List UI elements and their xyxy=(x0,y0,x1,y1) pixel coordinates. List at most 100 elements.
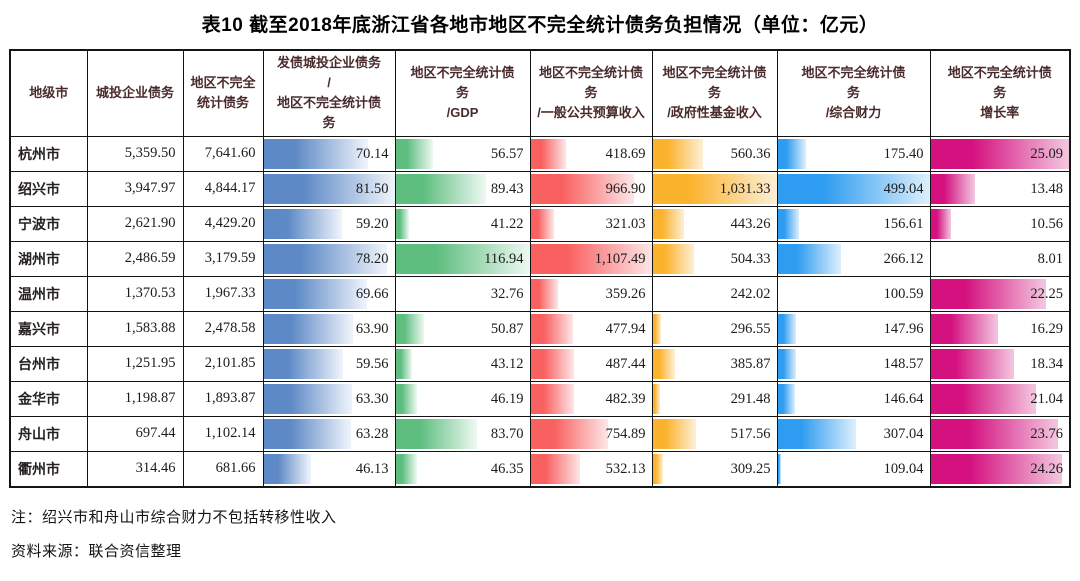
table-row: 湖州市 2,486.59 3,179.59 78.20 116.94 1,107.49 50… xyxy=(9,240,1071,277)
cell-value: 63.30 xyxy=(355,390,389,407)
table-row: 杭州市 5,359.50 7,641.60 70.14 56.57 418.69 560.3… xyxy=(9,135,1071,172)
data-bar-issuer xyxy=(264,208,342,239)
table-body: 杭州市 5,359.50 7,641.60 70.14 56.57 418.69 560.3… xyxy=(9,135,1071,488)
cell-fund: 1,031.33 xyxy=(651,170,778,207)
data-bar-issuer xyxy=(264,313,353,344)
cell-value: 59.56 xyxy=(355,355,389,372)
cell-budget: 321.03 xyxy=(529,205,653,242)
cell-fiscal: 175.40 xyxy=(776,135,931,172)
cell-utdebt: 1,583.88 xyxy=(86,310,184,347)
cell-value: 46.35 xyxy=(490,460,524,477)
table-row: 衢州市 314.46 681.66 46.13 46.35 532.13 309.25 109… xyxy=(9,450,1071,488)
data-bar-gdp xyxy=(396,453,418,484)
cell-gdp: 41.22 xyxy=(394,205,531,242)
cell-value: 966.90 xyxy=(605,180,646,197)
cell-issuer: 63.90 xyxy=(262,310,396,347)
debt-table: 地级市 城投企业债务 地区不完全 统计债务 发债城投企业债务 / 地区不完全统计债 务… xyxy=(9,49,1071,488)
data-bar-budget xyxy=(531,138,566,169)
cell-fund: 296.55 xyxy=(651,310,778,347)
cell-budget: 487.44 xyxy=(529,345,653,382)
data-bar-growth xyxy=(931,453,1063,484)
cell-regdebt: 7,641.60 xyxy=(182,135,264,172)
cell-gdp: 50.87 xyxy=(394,310,531,347)
cell-fund: 560.36 xyxy=(651,135,778,172)
cell-value: 63.28 xyxy=(355,425,389,442)
cell-value: 443.26 xyxy=(730,215,771,232)
cell-growth: 24.26 xyxy=(929,450,1071,488)
cell-utdebt: 1,198.87 xyxy=(86,380,184,417)
cell-budget: 754.89 xyxy=(529,415,653,452)
cell-value: 16.29 xyxy=(1030,320,1063,337)
data-bar-gdp xyxy=(396,243,529,274)
cell-value: 499.04 xyxy=(883,180,924,197)
cell-value: 156.61 xyxy=(883,215,924,232)
cell-utdebt: 2,486.59 xyxy=(86,240,184,277)
cell-value: 482.39 xyxy=(605,390,646,407)
data-bar-growth xyxy=(931,418,1059,449)
cell-value: 59.20 xyxy=(355,215,389,232)
data-bar-fiscal xyxy=(778,243,841,274)
cell-utdebt: 314.46 xyxy=(86,450,184,488)
data-bar-growth xyxy=(931,278,1046,309)
cell-fund: 309.25 xyxy=(651,450,778,488)
data-bar-growth xyxy=(931,383,1037,414)
cell-value: 517.56 xyxy=(730,425,771,442)
data-bar-gdp xyxy=(396,208,409,239)
cell-growth: 25.09 xyxy=(929,135,1071,172)
cell-issuer: 63.30 xyxy=(262,380,396,417)
cell-regdebt: 681.66 xyxy=(182,450,264,488)
cell-value: 13.48 xyxy=(1030,180,1063,197)
cell-fiscal: 147.96 xyxy=(776,310,931,347)
cell-growth: 22.25 xyxy=(929,275,1071,312)
cell-regdebt: 1,893.87 xyxy=(182,380,264,417)
cell-city: 嘉兴市 xyxy=(9,310,88,347)
cell-fiscal: 266.12 xyxy=(776,240,931,277)
cell-utdebt: 697.44 xyxy=(86,415,184,452)
cell-regdebt: 2,478.58 xyxy=(182,310,264,347)
cell-value: 175.40 xyxy=(883,145,924,162)
data-bar-fiscal xyxy=(778,208,799,239)
cell-gdp: 89.43 xyxy=(394,170,531,207)
cell-value: 78.20 xyxy=(355,250,389,267)
cell-utdebt: 1,251.95 xyxy=(86,345,184,382)
cell-fund: 385.87 xyxy=(651,345,778,382)
cell-value: 754.89 xyxy=(605,425,646,442)
col-header-fund: 地区不完全统计债 务 /政府性基金收入 xyxy=(651,49,778,137)
cell-regdebt: 4,429.20 xyxy=(182,205,264,242)
col-header-gdp: 地区不完全统计债 务 /GDP xyxy=(394,49,531,137)
cell-value: 504.33 xyxy=(730,250,771,267)
data-bar-growth xyxy=(931,138,1069,169)
data-bar-budget xyxy=(531,348,575,379)
data-bar-fiscal xyxy=(778,383,796,414)
cell-value: 560.36 xyxy=(730,145,771,162)
cell-gdp: 46.19 xyxy=(394,380,531,417)
data-bar-issuer xyxy=(264,243,387,274)
cell-growth: 8.01 xyxy=(929,240,1071,277)
table-header: 地级市 城投企业债务 地区不完全 统计债务 发债城投企业债务 / 地区不完全统计债 务… xyxy=(9,49,1071,137)
cell-fiscal: 499.04 xyxy=(776,170,931,207)
data-bar-budget xyxy=(531,208,554,239)
data-bar-growth xyxy=(931,313,998,344)
data-bar-budget xyxy=(531,453,580,484)
data-bar-budget xyxy=(531,243,651,274)
cell-growth: 21.04 xyxy=(929,380,1071,417)
cell-growth: 10.56 xyxy=(929,205,1071,242)
data-bar-budget xyxy=(531,313,574,344)
cell-fiscal: 156.61 xyxy=(776,205,931,242)
data-bar-gdp xyxy=(396,138,434,169)
data-bar-gdp xyxy=(396,383,417,414)
data-bar-fiscal xyxy=(778,313,796,344)
data-bar-gdp xyxy=(396,173,486,204)
cell-value: 63.90 xyxy=(355,320,389,337)
cell-fund: 517.56 xyxy=(651,415,778,452)
cell-issuer: 78.20 xyxy=(262,240,396,277)
cell-utdebt: 2,621.90 xyxy=(86,205,184,242)
data-bar-fund xyxy=(653,173,776,204)
cell-budget: 359.26 xyxy=(529,275,653,312)
cell-regdebt: 3,179.59 xyxy=(182,240,264,277)
data-bar-issuer xyxy=(264,383,352,414)
cell-value: 291.48 xyxy=(730,390,771,407)
data-bar-fund xyxy=(653,243,694,274)
cell-issuer: 46.13 xyxy=(262,450,396,488)
cell-value: 69.66 xyxy=(355,285,389,302)
